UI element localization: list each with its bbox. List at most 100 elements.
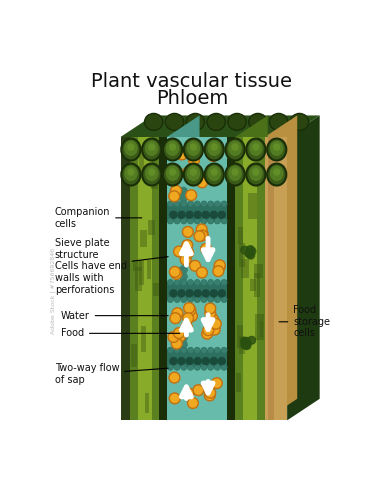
Circle shape — [170, 358, 177, 364]
Circle shape — [179, 273, 187, 280]
Circle shape — [177, 149, 188, 160]
Circle shape — [221, 201, 227, 207]
Circle shape — [186, 190, 196, 200]
Bar — [260, 321, 263, 338]
Ellipse shape — [127, 144, 135, 151]
Bar — [139, 260, 144, 284]
Bar — [159, 137, 167, 420]
Ellipse shape — [166, 140, 179, 156]
Circle shape — [243, 340, 251, 347]
Polygon shape — [265, 116, 297, 420]
Circle shape — [208, 201, 214, 207]
Text: Companion
cells: Companion cells — [55, 207, 142, 229]
Bar — [152, 166, 158, 189]
Circle shape — [197, 230, 208, 241]
Ellipse shape — [225, 164, 245, 186]
Circle shape — [179, 340, 187, 348]
Circle shape — [194, 218, 200, 224]
Circle shape — [183, 313, 194, 324]
Ellipse shape — [267, 138, 286, 160]
Circle shape — [188, 201, 194, 207]
Circle shape — [181, 321, 192, 332]
Polygon shape — [167, 116, 200, 420]
Ellipse shape — [144, 114, 163, 130]
Circle shape — [201, 296, 207, 302]
Circle shape — [186, 212, 193, 218]
Circle shape — [214, 364, 220, 370]
Ellipse shape — [186, 114, 204, 130]
Bar — [145, 393, 149, 413]
Ellipse shape — [207, 166, 221, 181]
Circle shape — [214, 348, 220, 354]
Circle shape — [241, 246, 249, 254]
Circle shape — [174, 280, 180, 285]
Circle shape — [196, 267, 207, 278]
Circle shape — [241, 342, 249, 349]
Circle shape — [194, 296, 200, 302]
Circle shape — [202, 328, 213, 339]
Circle shape — [202, 290, 209, 297]
Circle shape — [167, 296, 173, 302]
Circle shape — [214, 280, 220, 285]
Text: Food
storage
cells: Food storage cells — [279, 305, 330, 338]
Circle shape — [167, 218, 173, 224]
Circle shape — [205, 388, 216, 398]
Circle shape — [179, 202, 187, 209]
Circle shape — [172, 308, 183, 318]
Circle shape — [181, 364, 187, 370]
Circle shape — [194, 358, 201, 364]
Bar — [120, 137, 287, 420]
Circle shape — [169, 393, 180, 404]
Circle shape — [208, 150, 219, 162]
Circle shape — [179, 354, 187, 362]
Circle shape — [218, 290, 225, 297]
Circle shape — [221, 364, 227, 370]
Circle shape — [248, 248, 256, 255]
Circle shape — [196, 177, 207, 188]
Circle shape — [214, 262, 225, 272]
Ellipse shape — [207, 140, 221, 156]
Circle shape — [221, 348, 227, 354]
Circle shape — [186, 290, 193, 297]
Bar — [238, 228, 243, 244]
Ellipse shape — [148, 144, 155, 151]
Text: Food: Food — [61, 328, 180, 338]
Circle shape — [204, 390, 215, 401]
Circle shape — [210, 212, 217, 218]
Ellipse shape — [205, 138, 224, 160]
Polygon shape — [167, 261, 200, 300]
Bar — [254, 273, 260, 296]
Circle shape — [179, 266, 187, 274]
Bar — [167, 282, 228, 300]
Circle shape — [179, 208, 187, 216]
Circle shape — [209, 324, 220, 335]
Polygon shape — [167, 328, 200, 367]
Bar — [265, 137, 287, 420]
Ellipse shape — [142, 164, 161, 186]
Ellipse shape — [148, 168, 155, 176]
Circle shape — [171, 186, 182, 196]
Circle shape — [210, 290, 217, 297]
Bar — [140, 230, 147, 247]
Ellipse shape — [205, 164, 224, 186]
Circle shape — [188, 218, 194, 224]
Circle shape — [174, 218, 180, 224]
Circle shape — [201, 244, 211, 254]
Circle shape — [194, 201, 200, 207]
Ellipse shape — [184, 164, 203, 186]
Circle shape — [170, 212, 177, 218]
Polygon shape — [235, 116, 268, 420]
Ellipse shape — [169, 168, 176, 176]
Ellipse shape — [231, 144, 239, 151]
Bar — [141, 326, 146, 352]
Circle shape — [214, 218, 220, 224]
Circle shape — [178, 358, 185, 364]
Ellipse shape — [246, 138, 266, 160]
Circle shape — [167, 201, 173, 207]
Circle shape — [248, 336, 256, 344]
Circle shape — [178, 290, 185, 297]
Circle shape — [182, 226, 193, 237]
Circle shape — [201, 218, 207, 224]
Circle shape — [245, 250, 253, 258]
Circle shape — [208, 364, 214, 370]
